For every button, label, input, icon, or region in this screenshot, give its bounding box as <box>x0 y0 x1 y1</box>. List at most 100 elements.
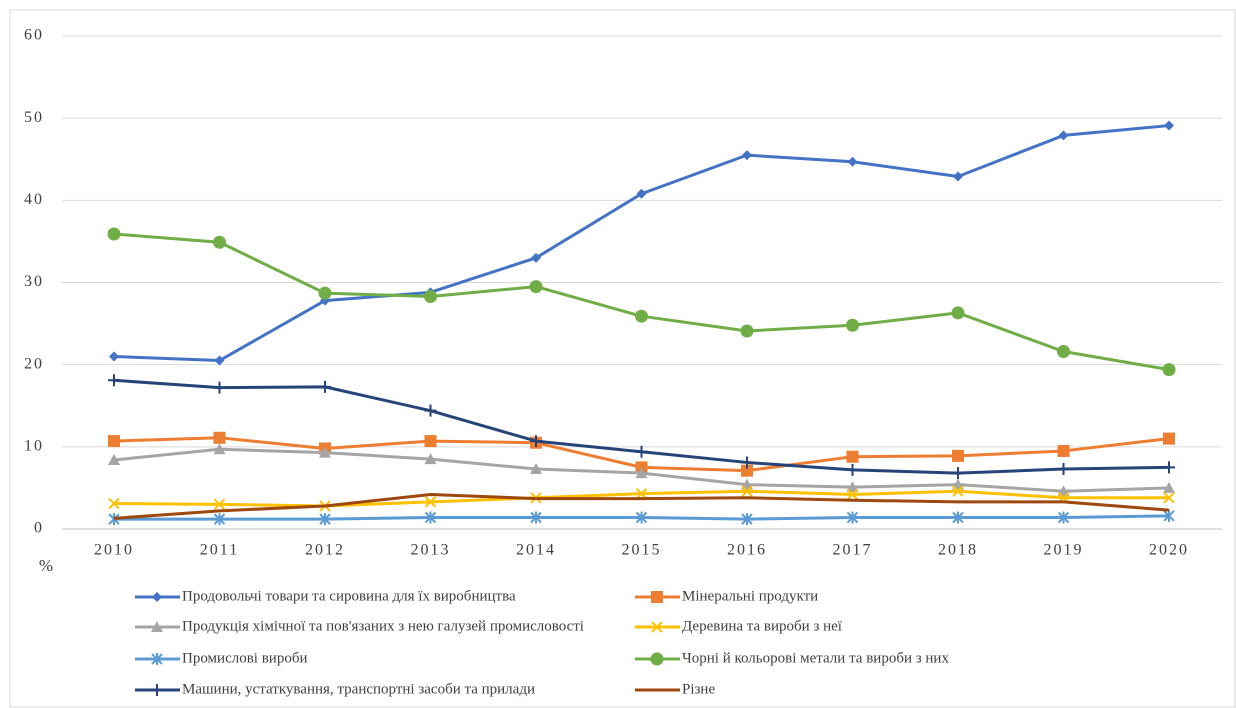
series-line <box>113 378 1170 475</box>
marker <box>635 487 648 500</box>
x-tick-label: 2017 <box>833 542 873 559</box>
marker <box>424 496 437 508</box>
x-tick-label: 2015 <box>622 542 662 559</box>
axis-label: % <box>39 556 53 575</box>
marker <box>107 227 121 241</box>
marker <box>108 374 120 387</box>
marker <box>953 171 963 182</box>
marker <box>846 511 859 524</box>
marker <box>651 621 663 633</box>
x-tick-label: 2011 <box>200 542 239 559</box>
marker <box>952 467 964 480</box>
series-line <box>113 124 1170 363</box>
marker <box>151 653 163 665</box>
x-tick-label: 2010 <box>94 542 134 559</box>
legend-label: Промислові вироби <box>182 650 307 666</box>
legend-label: Продукція хімічної та пов'язаних з нею г… <box>182 618 584 634</box>
marker <box>318 286 332 300</box>
marker <box>1163 492 1175 504</box>
marker <box>1058 130 1069 141</box>
marker <box>1163 461 1175 474</box>
marker <box>740 324 754 338</box>
legend-label: Машини, устаткування, транспортні засоби… <box>182 681 535 697</box>
y-tick-label: 30 <box>24 273 44 290</box>
marker <box>151 684 163 696</box>
marker <box>319 380 331 393</box>
marker <box>952 511 964 524</box>
marker <box>213 431 226 444</box>
marker <box>109 351 119 362</box>
marker <box>213 498 226 511</box>
marker <box>530 511 542 524</box>
marker <box>951 306 965 320</box>
y-tick-label: 40 <box>24 191 44 208</box>
marker <box>635 511 648 524</box>
marker <box>1162 363 1176 377</box>
marker <box>846 318 859 332</box>
marker <box>635 467 648 479</box>
marker <box>214 355 225 366</box>
marker <box>741 456 753 469</box>
marker <box>741 464 753 477</box>
legend-label: Мінеральні продукти <box>682 588 818 604</box>
marker <box>213 513 226 526</box>
marker <box>1057 444 1070 457</box>
marker <box>213 443 226 455</box>
x-tick-label: 2018 <box>938 542 978 559</box>
marker <box>651 591 663 603</box>
marker <box>1164 120 1174 131</box>
chart-border <box>9 9 1236 708</box>
y-tick-label: 10 <box>24 438 44 455</box>
x-tick-label: 2013 <box>411 542 451 559</box>
marker <box>319 513 331 526</box>
marker <box>846 450 859 463</box>
marker <box>1057 345 1070 359</box>
marker <box>424 404 437 417</box>
marker <box>846 481 859 493</box>
marker <box>847 156 858 167</box>
marker <box>213 381 226 394</box>
marker <box>152 592 162 602</box>
marker <box>1163 509 1175 522</box>
legend-label: Різне <box>682 681 715 697</box>
marker <box>741 513 753 526</box>
marker <box>952 449 964 462</box>
marker <box>636 188 647 199</box>
marker <box>424 289 437 303</box>
x-tick-label: 2014 <box>516 542 556 559</box>
marker <box>108 497 120 510</box>
marker <box>108 513 120 526</box>
marker <box>151 621 163 632</box>
series-line <box>113 232 1170 372</box>
marker <box>531 252 541 263</box>
x-tick-label: 2019 <box>1044 542 1084 559</box>
legend-label: Деревина та вироби з неї <box>682 618 843 634</box>
y-tick-label: 50 <box>24 109 44 126</box>
y-tick-label: 60 <box>24 27 44 44</box>
marker <box>1057 463 1070 476</box>
marker <box>1057 511 1070 524</box>
marker <box>952 485 964 497</box>
marker <box>1163 481 1175 493</box>
marker <box>1163 432 1175 445</box>
marker <box>742 150 752 161</box>
marker <box>530 435 542 448</box>
marker <box>424 453 437 465</box>
legend-label: Продовольчі товари та сировина для їх ви… <box>182 588 516 604</box>
y-tick-label: 20 <box>24 355 44 372</box>
marker <box>108 453 120 465</box>
marker <box>213 235 226 249</box>
marker <box>650 652 664 666</box>
marker <box>108 435 120 448</box>
series-line <box>113 492 1170 520</box>
y-tick-label: 0 <box>34 520 44 537</box>
marker <box>424 511 437 524</box>
marker <box>741 485 753 497</box>
legend-label: Чорні й кольорові метали та вироби з них <box>682 650 949 666</box>
x-tick-label: 2012 <box>305 542 345 559</box>
marker <box>635 445 648 458</box>
marker <box>319 446 331 458</box>
marker <box>846 488 859 501</box>
x-tick-label: 2020 <box>1149 542 1189 559</box>
